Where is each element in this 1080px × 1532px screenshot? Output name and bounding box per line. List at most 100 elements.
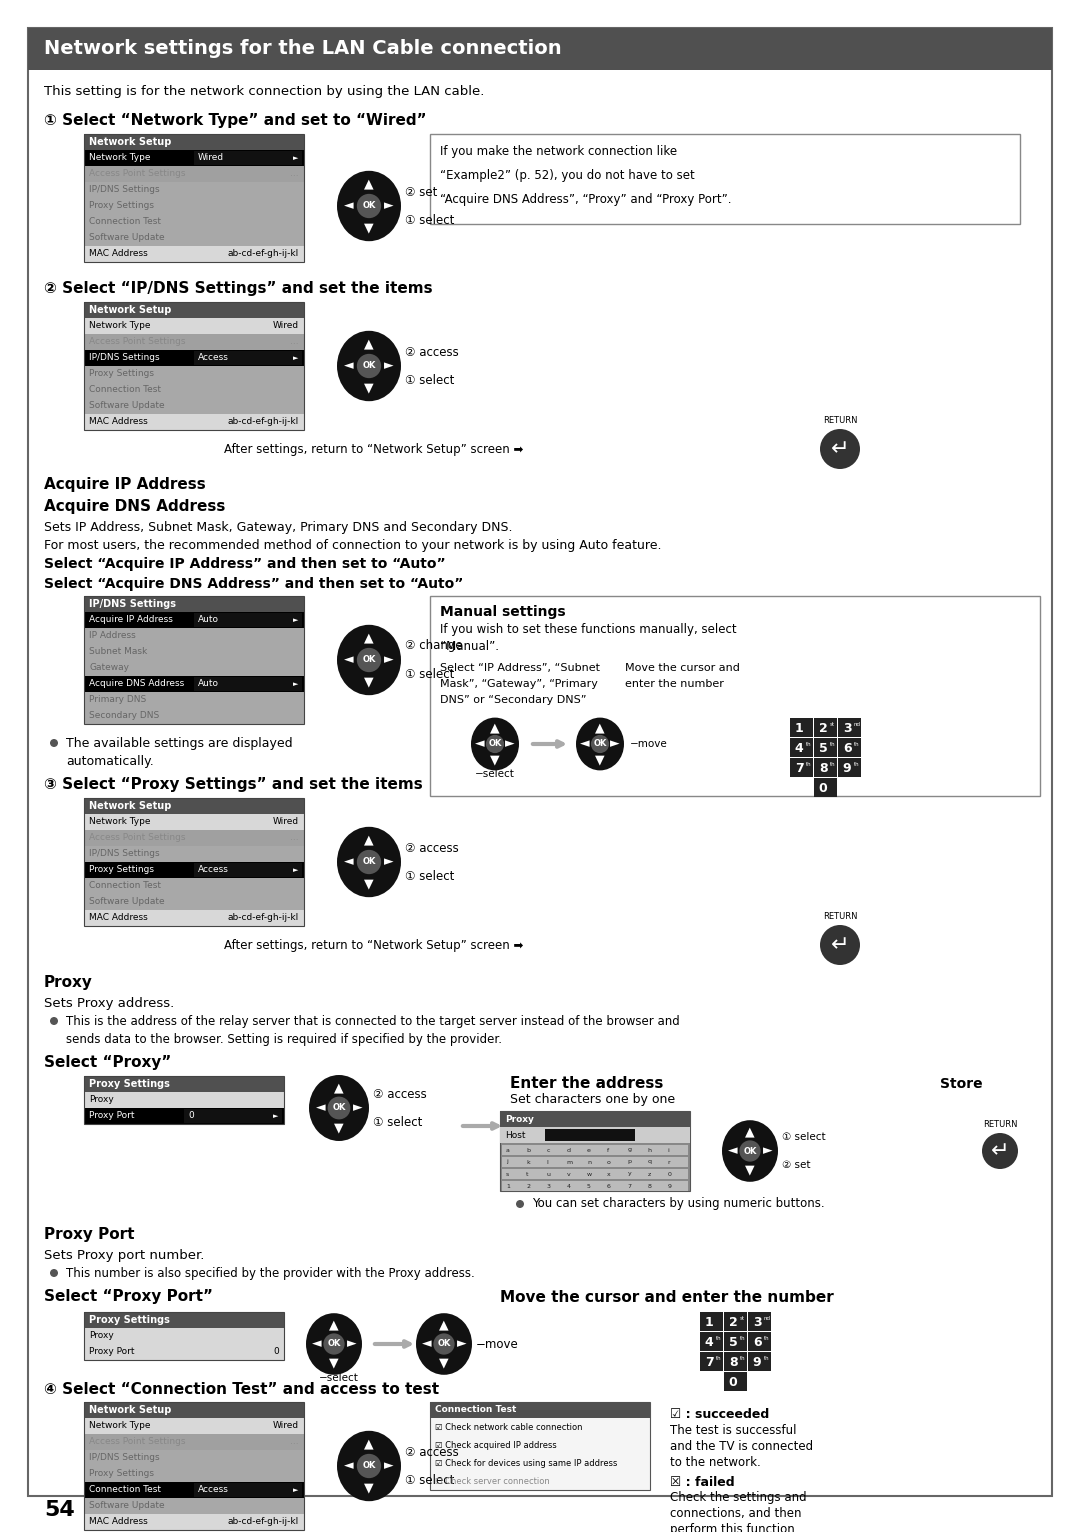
Circle shape (356, 850, 381, 875)
Text: ▲: ▲ (334, 1082, 343, 1094)
Bar (194, 677, 302, 691)
Text: Move the cursor and enter the number: Move the cursor and enter the number (500, 1290, 834, 1305)
Text: ② set: ② set (782, 1160, 810, 1170)
Text: Select “Proxy”: Select “Proxy” (44, 1056, 172, 1071)
Text: Sets IP Address, Subnet Mask, Gateway, Primary DNS and Secondary DNS.: Sets IP Address, Subnet Mask, Gateway, P… (44, 521, 513, 533)
Text: OK: OK (362, 858, 376, 867)
Text: th: th (764, 1356, 769, 1360)
Bar (84, 830, 303, 846)
Bar (84, 1514, 303, 1530)
Text: You can set characters by using numeric buttons.: You can set characters by using numeric … (532, 1198, 825, 1210)
Bar (502, 1181, 688, 1190)
Bar (545, 1129, 635, 1141)
Text: IP/DNS Settings: IP/DNS Settings (89, 1454, 160, 1463)
Bar (84, 878, 303, 895)
Text: ☑ Check for devices using same IP address: ☑ Check for devices using same IP addres… (435, 1458, 618, 1468)
Text: s: s (507, 1172, 510, 1177)
Text: p: p (627, 1160, 632, 1164)
Bar (84, 798, 303, 925)
Bar (700, 1331, 723, 1351)
Text: th: th (764, 1336, 769, 1340)
Bar (84, 910, 303, 925)
Circle shape (820, 925, 860, 965)
Circle shape (591, 735, 609, 754)
Bar (724, 1331, 747, 1351)
Text: b: b (526, 1147, 530, 1152)
Bar (84, 1466, 303, 1481)
Text: th: th (740, 1336, 745, 1340)
Bar (724, 1311, 747, 1331)
Bar (700, 1353, 723, 1371)
Text: Network Setup: Network Setup (89, 305, 172, 316)
Text: Sets Proxy port number.: Sets Proxy port number. (44, 1249, 204, 1261)
Bar (814, 758, 837, 777)
Text: nd: nd (764, 1316, 771, 1321)
Ellipse shape (471, 717, 519, 771)
Text: Network Setup: Network Setup (89, 1405, 172, 1416)
Text: OK: OK (362, 1462, 376, 1471)
Text: ☑ Check network cable connection: ☑ Check network cable connection (435, 1423, 582, 1431)
Ellipse shape (337, 331, 401, 401)
Bar (430, 133, 1020, 224)
Text: RETURN: RETURN (823, 417, 858, 424)
Bar (502, 1157, 688, 1167)
Bar (84, 643, 303, 660)
Text: ►: ► (294, 155, 299, 161)
Text: ►: ► (273, 1114, 279, 1118)
Text: Secondary DNS: Secondary DNS (89, 711, 159, 720)
Text: After settings, return to “Network Setup” screen ➡: After settings, return to “Network Setup… (224, 443, 524, 455)
Text: 0: 0 (667, 1172, 672, 1177)
Text: ►: ► (384, 199, 393, 213)
Text: 5: 5 (819, 743, 827, 755)
Bar (84, 863, 303, 878)
Text: The test is successful: The test is successful (670, 1423, 797, 1437)
Text: Proxy Port: Proxy Port (89, 1348, 135, 1356)
Bar (84, 414, 303, 430)
Bar (84, 165, 303, 182)
Text: This is the address of the relay server that is connected to the target server i: This is the address of the relay server … (66, 1014, 679, 1028)
Text: th: th (829, 761, 835, 766)
Text: th: th (716, 1336, 721, 1340)
Text: 6: 6 (842, 743, 851, 755)
Text: ① select: ① select (405, 374, 455, 386)
Text: ▼: ▼ (490, 754, 500, 768)
Bar (84, 1344, 284, 1360)
Text: This number is also specified by the provider with the Proxy address.: This number is also specified by the pro… (66, 1267, 475, 1279)
Text: Wired: Wired (273, 322, 299, 331)
Text: ▲: ▲ (440, 1319, 449, 1331)
Ellipse shape (337, 170, 401, 241)
Bar (84, 133, 303, 262)
Text: 54: 54 (44, 1500, 75, 1520)
Text: Access: Access (198, 354, 229, 363)
Text: Access Point Settings: Access Point Settings (89, 170, 186, 179)
Text: Access Point Settings: Access Point Settings (89, 1437, 186, 1446)
Text: Select “Proxy Port”: Select “Proxy Port” (44, 1290, 213, 1305)
Bar (84, 230, 303, 247)
Bar (84, 1311, 284, 1328)
Text: Connection Test: Connection Test (89, 218, 161, 227)
Text: ►: ► (294, 355, 299, 362)
Text: ►: ► (294, 682, 299, 686)
Text: OK: OK (362, 656, 376, 665)
Text: OK: OK (743, 1146, 757, 1155)
Text: ab-cd-ef-gh-ij-kl: ab-cd-ef-gh-ij-kl (228, 418, 299, 426)
Text: f: f (607, 1147, 609, 1152)
Bar (28, 28, 1052, 70)
Bar (838, 738, 861, 757)
Text: Set characters one by one: Set characters one by one (510, 1094, 675, 1106)
Ellipse shape (337, 625, 401, 696)
Text: th: th (806, 761, 811, 766)
Text: ◄: ◄ (728, 1144, 738, 1158)
Text: h: h (648, 1147, 651, 1152)
Text: ① select: ① select (782, 1132, 825, 1141)
Text: −select: −select (319, 1373, 359, 1383)
Text: th: th (853, 761, 860, 766)
Ellipse shape (306, 1313, 362, 1374)
Text: 7: 7 (705, 1356, 714, 1370)
Bar (84, 628, 303, 643)
Text: ☑ : succeeded: ☑ : succeeded (670, 1408, 769, 1420)
Ellipse shape (723, 1120, 778, 1181)
Text: Proxy: Proxy (89, 1331, 113, 1340)
Text: connections, and then: connections, and then (670, 1507, 801, 1520)
Text: ② access: ② access (405, 1446, 459, 1458)
